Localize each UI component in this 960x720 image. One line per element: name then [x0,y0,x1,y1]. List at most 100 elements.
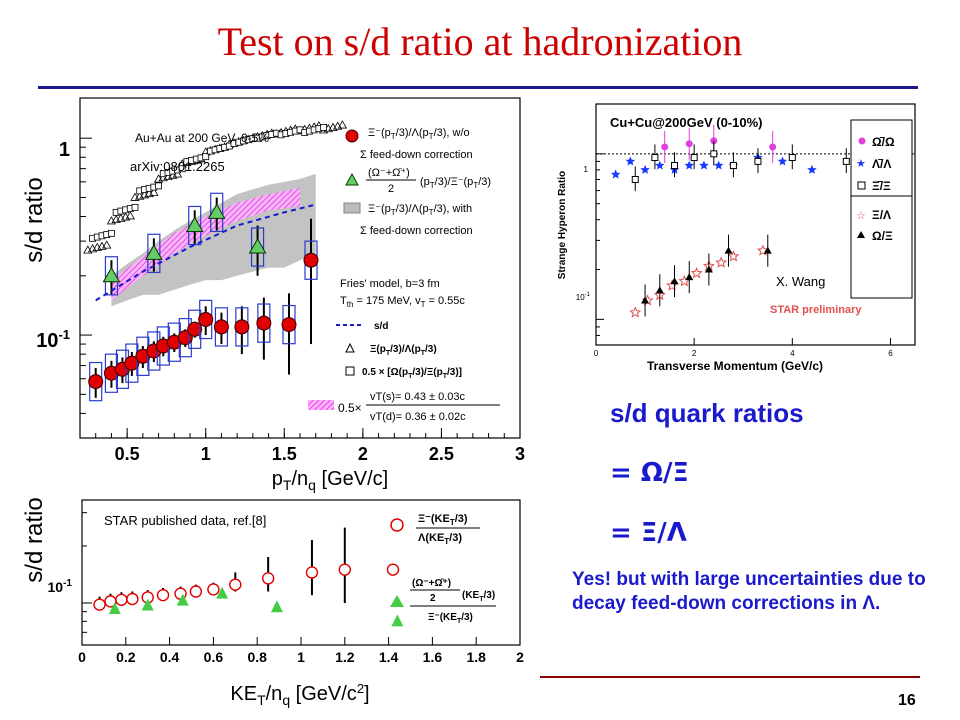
cucu-omega-xi-point [763,246,772,254]
cucu-omega-xi-point [685,273,694,281]
systematic-box [250,227,265,267]
omega-xi-point [248,238,267,254]
sd-model-line [95,203,316,302]
xi-lambda-wo-point [303,252,319,268]
title-underline [38,86,918,89]
cucu-legend-box [850,119,913,299]
main-legend-vtd: vT(d)= 0.36 ± 0.02c [370,411,466,423]
ket-xtick-label: 1.6 [423,649,443,665]
ket-xtick-label: 1.4 [379,649,399,665]
systematic-box [147,233,161,274]
cucu-omega-xi-point [704,265,713,273]
cucu-xtick-label: 6 [888,349,893,358]
cucu-xibar-point [671,162,679,170]
ket-omega-xi-point [391,614,404,627]
ket-sd-chart: s/d ratio 10-1 STAR published data, ref.… [21,497,524,708]
conclusion-text: Yes! but with large uncertainties due to… [572,569,926,614]
main-sd-chart: s/d ratio 1 10-1 Au+Au at 200 GeV, 0-5% … [21,97,525,493]
cucu-lambdabar-point [807,164,817,174]
main-legend-omega-den: 2 [388,183,394,195]
legend-open-square-icon [345,366,355,376]
cucu-legend-4: Ω/Ξ [872,229,893,243]
ket-legend-xi-num: Ξ⁻(KET/3) [418,513,468,527]
model-open-square [155,182,162,190]
cucu-omega-xi-point [724,246,733,254]
ket-xtick-label: 0 [78,649,86,665]
ket-xi-lambda-point [229,578,242,591]
cucu-lambdabar-point [640,164,650,174]
cucu-ytick-1: 1 [584,165,589,174]
ratio-omega-xi: = Ω/Ξ [610,458,689,488]
ket-xi-lambda-point [305,566,319,579]
ket-legend-omega-den: Ξ⁻(KET/3) [428,612,473,625]
ket-ytick-01: 10-1 [48,578,73,595]
ket-annot-star: STAR published data, ref.[8] [104,513,266,528]
ket-xtick-label: 1.8 [466,649,486,665]
cucu-xi-lambda-point [715,256,728,268]
cucu-y-label: Strange Hyperon Ratio [557,171,568,279]
legend-hatch-band-icon [308,400,334,410]
ket-xi-lambda-point [93,598,106,611]
omega-xi-point [185,216,204,233]
model-open-square [320,124,327,131]
cucu-omega-xi-point [655,286,664,294]
cucu-xtick-label: 2 [692,349,697,358]
ket-xi-lambda-point [338,563,351,576]
main-legend-vts: vT(s)= 0.43 ± 0.03c [370,391,465,403]
xi-lambda-wo-point [281,317,297,333]
ket-legend-xi-den: Λ(KET/3) [418,532,462,546]
model-open-square [178,165,186,173]
cucu-legend-filled-triangle-icon [857,231,865,238]
ket-xi-lambda-point [261,572,275,585]
main-annot-fries: Fries' model, b=3 fm [340,278,440,290]
legend-red-circle-icon [345,129,359,143]
omega-xi-point [102,266,121,283]
slide-title: Test on s/d ratio at hadronization [217,19,743,64]
main-xtick-label: 2.5 [429,444,454,464]
legend-gray-band-icon [343,202,361,214]
cucu-ytick-01: 10-1 [576,292,591,302]
main-legend-omega: (Ω⁻+Ω̄⁺) [368,167,410,179]
ket-xtick-label: 0.6 [204,649,224,665]
systematic-box [104,256,119,296]
xi-lambda-wo-point [187,321,203,337]
cucu-xi-lambda-point [629,306,642,318]
cucu-xtick-label: 4 [790,349,795,358]
page-number: 16 [898,692,916,709]
ket-xtick-label: 2 [516,649,524,665]
ket-omega-xi-point [270,600,283,613]
magenta-hatch-band [111,187,300,301]
ratio-xi-lambda: = Ξ/Λ [610,518,687,548]
ket-omega-xi-point [108,601,121,614]
model-open-square [131,203,139,211]
cucu-xi-lambda-point [690,266,703,279]
xi-lambda-wo-point [256,315,272,331]
cucu-lambdabar-point [684,160,694,170]
cucu-lambdabar-point [777,156,788,166]
main-legend-with: Ξ⁻(pT/3)/Λ(pT/3), with [368,203,472,217]
cucu-legend-magenta-circle-icon [858,137,866,145]
cucu-lambdabar-point [655,160,665,170]
ket-omega-xi-point [141,598,154,611]
main-xtick-label: 1 [201,444,211,464]
xi-lambda-wo-point [124,355,140,371]
cucu-legend-2: Ξ̄/Ξ [872,179,891,193]
main-legend-wo-2: Σ feed-down correction [360,149,473,161]
systematic-box [188,205,202,246]
ket-x-label: KET/nq [GeV/c2] [230,681,369,708]
main-xtick-label: 1.5 [272,444,297,464]
main-legend-wo: Ξ⁻(pT/3)/Λ(pT/3), w/o [368,127,470,141]
ket-legend-two: 2 [430,593,436,604]
main-annot-arxiv: arXiv:0801.2265 [130,159,225,174]
main-legend-omega-xi: 0.5 × [Ω(pT/3)/Ξ(pT/3)] [362,367,462,380]
cucu-xtick-label: 0 [594,349,599,358]
cucu-lambdabar-point [713,160,724,170]
main-legend-with-2: Σ feed-down correction [360,225,473,237]
ket-xi-lambda-point [386,563,400,576]
cucu-annot-preliminary: STAR preliminary [770,304,862,316]
cucu-omegabar-point [685,140,693,148]
main-legend-xi-lambda: Ξ(pT/3)/Λ(pT/3) [370,344,437,357]
legend-green-triangle-icon [345,172,359,186]
main-xtick-label: 3 [515,444,525,464]
omega-xi-point [144,244,163,260]
